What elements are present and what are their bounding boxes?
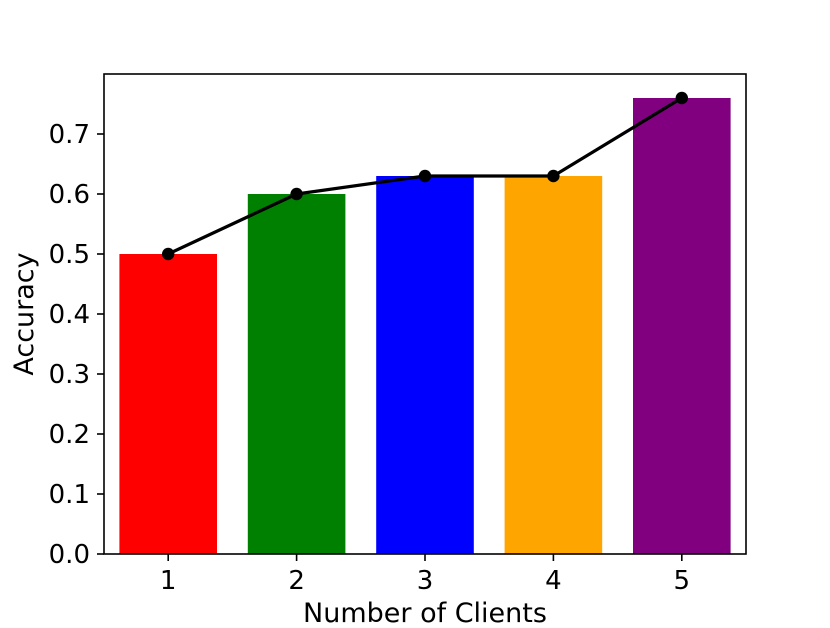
bar-4 [504, 176, 603, 554]
x-axis-label: Number of Clients [303, 598, 547, 623]
x-tick-label: 4 [545, 566, 562, 596]
x-tick-label: 1 [160, 566, 177, 596]
bar-3 [376, 176, 474, 554]
line-point-3 [418, 169, 432, 183]
y-tick-label: 0.1 [49, 480, 90, 510]
x-tick-label: 5 [674, 566, 691, 596]
y-tick-label: 0.0 [49, 540, 90, 570]
bar-1 [119, 254, 217, 554]
y-tick-label: 0.4 [49, 300, 90, 330]
line-point-4 [547, 169, 560, 183]
y-tick-label: 0.3 [49, 360, 90, 390]
line-point-2 [290, 187, 303, 201]
y-tick-label: 0.2 [49, 420, 90, 450]
x-tick-label: 2 [288, 566, 305, 596]
bars-layer [119, 98, 731, 554]
bar-2 [247, 194, 346, 554]
axes-layer: 0.0 0.1 0.2 0.3 0.4 0.5 0.6 0.7 1 2 3 4 5 [49, 73, 747, 596]
line-point-5 [675, 91, 688, 105]
y-axis-label: Accuracy [9, 252, 40, 375]
y-tick-label: 0.7 [49, 120, 90, 150]
accuracy-line-layer [162, 91, 688, 261]
bar-5 [633, 98, 731, 554]
y-tick-label: 0.5 [49, 240, 90, 270]
line-point-1 [162, 247, 175, 261]
y-tick-label: 0.6 [49, 180, 90, 210]
x-tick-label: 3 [417, 566, 434, 596]
